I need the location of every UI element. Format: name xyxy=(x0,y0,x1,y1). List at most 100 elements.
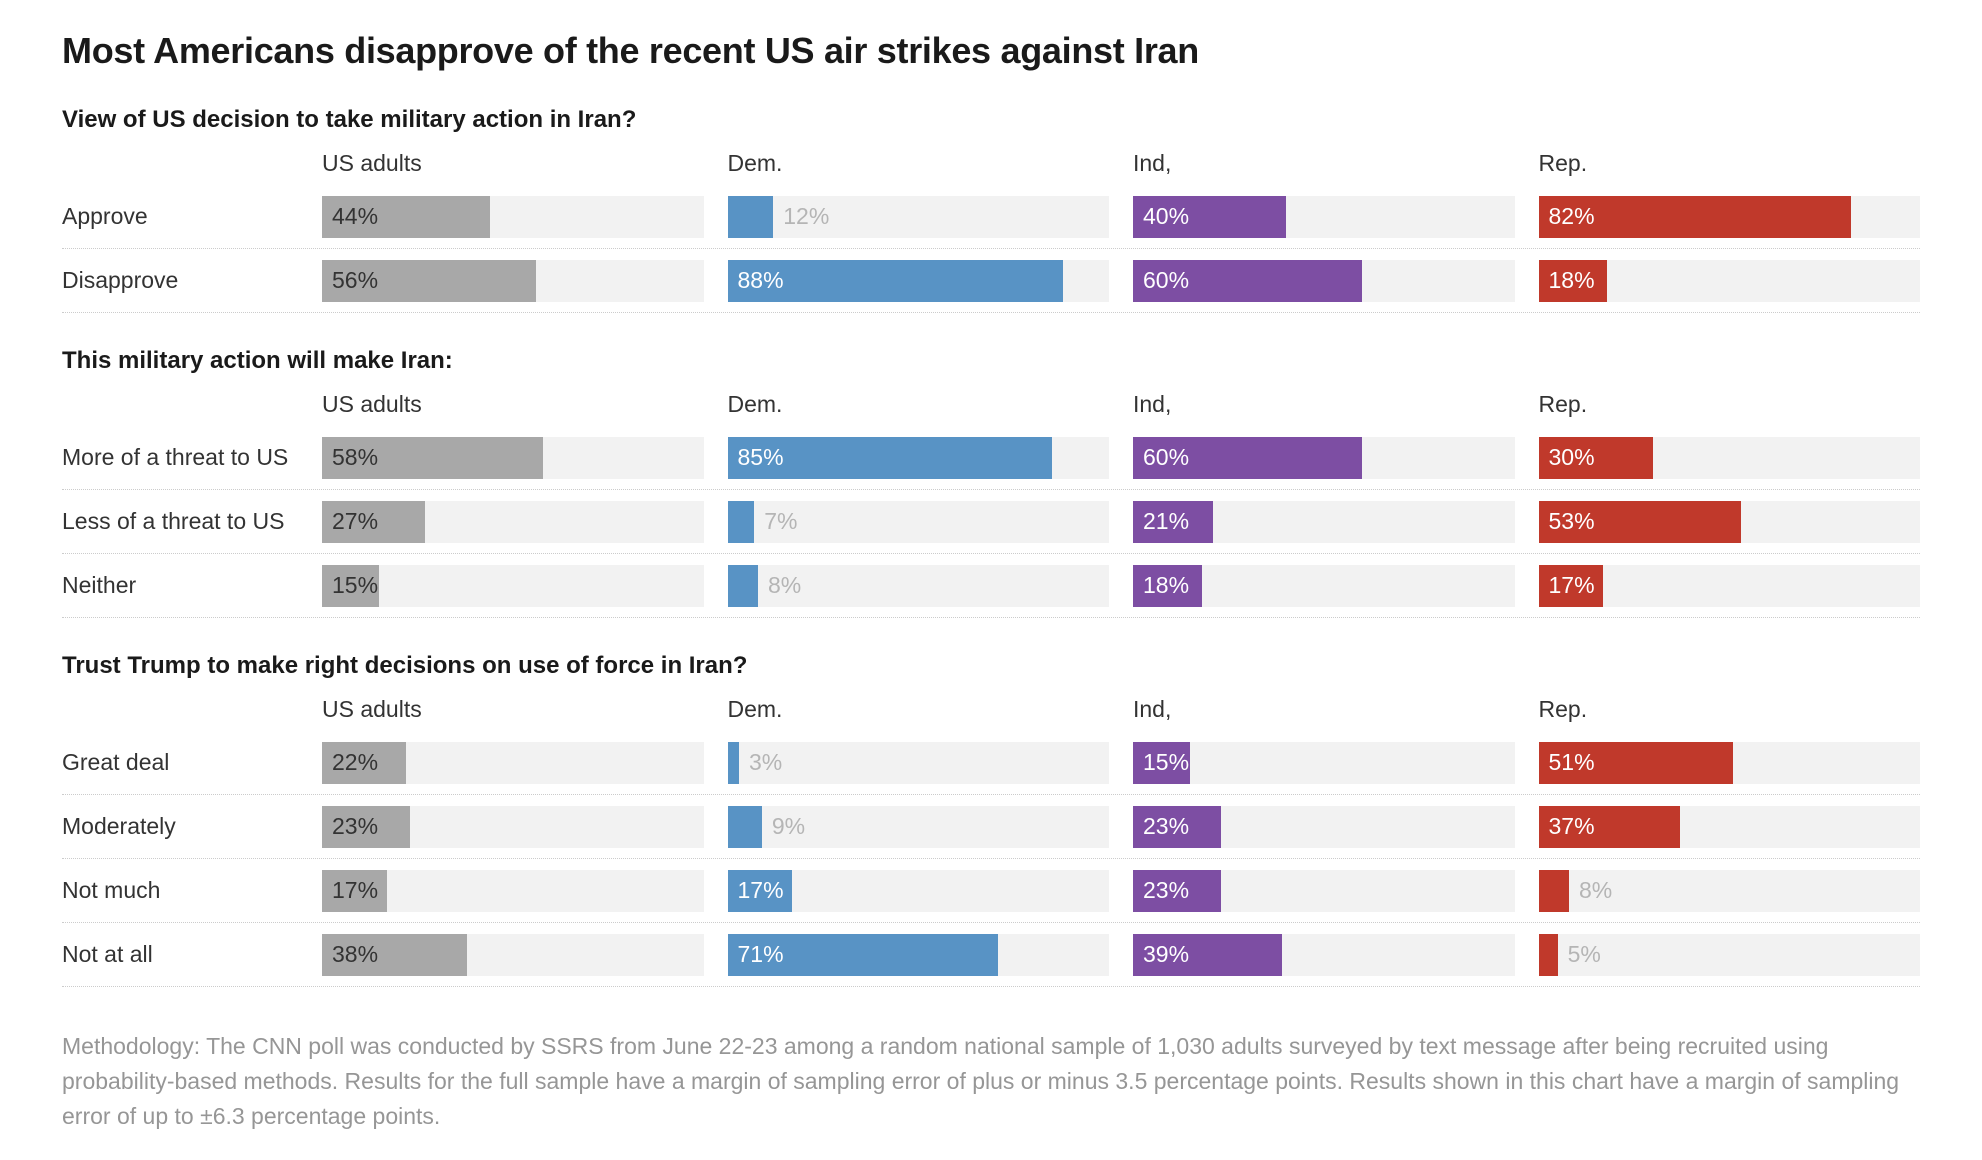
bar: 39% xyxy=(1133,933,1282,976)
section-heading: View of US decision to take military act… xyxy=(62,106,637,133)
bar-value-label: 56% xyxy=(332,267,379,293)
bar: 56% xyxy=(322,259,536,302)
bar-cell: 27% xyxy=(322,500,704,543)
column-header-rep: Rep. xyxy=(1538,696,1588,722)
bar-cell: 44% xyxy=(322,195,704,238)
bar-track: 22% xyxy=(322,741,704,784)
bar-value-label: 23% xyxy=(1143,813,1190,839)
poll-row: Neither 15% 8% 18% 17% xyxy=(62,554,1920,618)
bar-track: 15% xyxy=(322,564,704,607)
bar-cell: 8% xyxy=(727,564,1109,607)
bar-cell: 8% xyxy=(1538,869,1920,912)
row-label: Moderately xyxy=(62,813,176,839)
bar-value-label: 60% xyxy=(1143,444,1190,470)
bar-cell: 15% xyxy=(1133,741,1515,784)
bar-cell: 82% xyxy=(1538,195,1920,238)
column-header-row: US adults Dem. Ind, Rep. xyxy=(62,391,1920,422)
bar-cell: 53% xyxy=(1538,500,1920,543)
bar-value-label: 5% xyxy=(1567,941,1601,967)
bar-cell: 17% xyxy=(727,869,1109,912)
poll-row: Not at all 38% 71% 39% 5% xyxy=(62,923,1920,987)
bar-track: 23% xyxy=(1133,805,1515,848)
row-label: Not much xyxy=(62,877,161,903)
poll-row: Disapprove 56% 88% 60% 18% xyxy=(62,249,1920,313)
column-header-ind: Ind, xyxy=(1133,150,1172,176)
bar-track: 18% xyxy=(1133,564,1515,607)
poll-section-1: View of US decision to take military act… xyxy=(62,106,1920,313)
bar-value-label: 8% xyxy=(768,572,802,598)
bar-value-label: 15% xyxy=(1143,749,1190,775)
bar-track: 56% xyxy=(322,259,704,302)
bar-track: 15% xyxy=(1133,741,1515,784)
bar xyxy=(727,805,762,848)
bar-value-label: 22% xyxy=(332,749,379,775)
bar-cell: 12% xyxy=(727,195,1109,238)
bar: 30% xyxy=(1538,436,1653,479)
bar-cell: 15% xyxy=(322,564,704,607)
bar-value-label: 40% xyxy=(1143,203,1190,229)
bar-track: 40% xyxy=(1133,195,1515,238)
bar-track: 17% xyxy=(322,869,704,912)
bar-value-label: 15% xyxy=(332,572,379,598)
bar-value-label: 12% xyxy=(783,203,830,229)
poll-row: Great deal 22% 3% 15% 51% xyxy=(62,731,1920,795)
row-label: Not at all xyxy=(62,941,153,967)
bar: 22% xyxy=(322,741,406,784)
bar: 51% xyxy=(1538,741,1734,784)
bar-cell: 58% xyxy=(322,436,704,479)
bar-value-label: 18% xyxy=(1548,267,1595,293)
bar-track: 30% xyxy=(1538,436,1920,479)
bar-track: 60% xyxy=(1133,436,1515,479)
bar-cell: 21% xyxy=(1133,500,1515,543)
column-header-rep: Rep. xyxy=(1538,391,1588,417)
bar-track: 8% xyxy=(727,564,1109,607)
section-heading: This military action will make Iran: xyxy=(62,347,453,374)
bar-value-label: 58% xyxy=(332,444,379,470)
bar-value-label: 8% xyxy=(1579,877,1613,903)
row-label: More of a threat to US xyxy=(62,444,289,470)
bar xyxy=(727,741,739,784)
row-label: Less of a threat to US xyxy=(62,508,285,534)
bar-cell: 56% xyxy=(322,259,704,302)
poll-row: Less of a threat to US 27% 7% 21% 53% xyxy=(62,490,1920,554)
bar xyxy=(727,195,774,238)
bar-value-label: 85% xyxy=(737,444,784,470)
poll-row: Not much 17% 17% 23% 8% xyxy=(62,859,1920,923)
bar-cell: 60% xyxy=(1133,259,1515,302)
bar-track: 8% xyxy=(1538,869,1920,912)
column-header-ind: Ind, xyxy=(1133,696,1172,722)
column-header-dem: Dem. xyxy=(727,696,783,722)
bar-value-label: 17% xyxy=(1548,572,1595,598)
bar-cell: 5% xyxy=(1538,933,1920,976)
bar-track: 18% xyxy=(1538,259,1920,302)
bar: 60% xyxy=(1133,436,1362,479)
bar-value-label: 17% xyxy=(332,877,379,903)
bar-track: 21% xyxy=(1133,500,1515,543)
column-header-usadults: US adults xyxy=(322,696,422,722)
column-header-usadults: US adults xyxy=(322,391,422,417)
bar: 23% xyxy=(322,805,410,848)
row-label: Disapprove xyxy=(62,267,179,293)
bar: 23% xyxy=(1133,869,1221,912)
bar-track: 71% xyxy=(727,933,1109,976)
bar-cell: 18% xyxy=(1538,259,1920,302)
bar-track: 60% xyxy=(1133,259,1515,302)
bar-value-label: 27% xyxy=(332,508,379,534)
row-label: Approve xyxy=(62,203,148,229)
bar-cell: 22% xyxy=(322,741,704,784)
bar: 17% xyxy=(322,869,387,912)
bar-value-label: 38% xyxy=(332,941,379,967)
bar: 58% xyxy=(322,436,544,479)
bar: 18% xyxy=(1133,564,1202,607)
column-header-usadults: US adults xyxy=(322,150,422,176)
poll-row: More of a threat to US 58% 85% 60% 30% xyxy=(62,426,1920,490)
bar-track: 5% xyxy=(1538,933,1920,976)
bar-cell: 17% xyxy=(1538,564,1920,607)
column-header-dem: Dem. xyxy=(727,150,783,176)
bar: 23% xyxy=(1133,805,1221,848)
bar-track: 82% xyxy=(1538,195,1920,238)
bar-value-label: 44% xyxy=(332,203,379,229)
bar-cell: 88% xyxy=(727,259,1109,302)
bar-track: 53% xyxy=(1538,500,1920,543)
bar-value-label: 71% xyxy=(737,941,784,967)
